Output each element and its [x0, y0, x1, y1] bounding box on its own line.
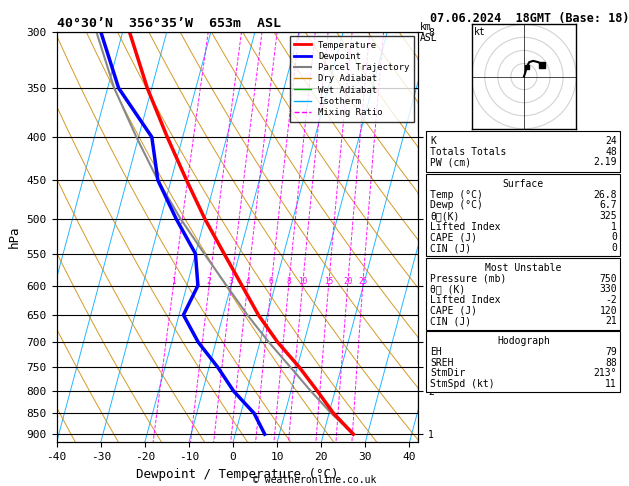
Text: 213°: 213°: [594, 368, 617, 379]
Text: StmSpd (kt): StmSpd (kt): [430, 379, 495, 389]
Text: 0: 0: [611, 243, 617, 253]
Text: 3: 3: [229, 277, 233, 286]
Text: 1: 1: [171, 277, 175, 286]
Text: θᴜ (K): θᴜ (K): [430, 284, 465, 295]
Text: K: K: [430, 136, 436, 146]
Text: Most Unstable: Most Unstable: [485, 263, 562, 273]
Text: StmDir: StmDir: [430, 368, 465, 379]
Text: 6: 6: [269, 277, 274, 286]
Text: 750: 750: [599, 274, 617, 284]
Text: Totals Totals: Totals Totals: [430, 147, 506, 157]
Text: CAPE (J): CAPE (J): [430, 306, 477, 316]
Text: 120: 120: [599, 306, 617, 316]
Text: km
ASL: km ASL: [420, 22, 438, 43]
Text: Temp (°C): Temp (°C): [430, 190, 483, 200]
Text: Pressure (mb): Pressure (mb): [430, 274, 506, 284]
Text: 26.8: 26.8: [594, 190, 617, 200]
Text: SREH: SREH: [430, 358, 454, 368]
Text: 6.7: 6.7: [599, 200, 617, 210]
Text: CIN (J): CIN (J): [430, 243, 471, 253]
Text: Dewp (°C): Dewp (°C): [430, 200, 483, 210]
Text: Surface: Surface: [503, 179, 544, 189]
Text: PW (cm): PW (cm): [430, 157, 471, 168]
Text: 10: 10: [298, 277, 307, 286]
Text: 25: 25: [358, 277, 367, 286]
Text: 15: 15: [324, 277, 333, 286]
Text: kt: kt: [474, 27, 486, 37]
Text: CAPE (J): CAPE (J): [430, 232, 477, 243]
Text: 24: 24: [605, 136, 617, 146]
Text: 2.19: 2.19: [594, 157, 617, 168]
Text: 11: 11: [605, 379, 617, 389]
Text: © weatheronline.co.uk: © weatheronline.co.uk: [253, 474, 376, 485]
Text: 2: 2: [207, 277, 211, 286]
Text: 07.06.2024  18GMT (Base: 18): 07.06.2024 18GMT (Base: 18): [430, 12, 629, 25]
Y-axis label: hPa: hPa: [8, 226, 21, 248]
Text: Hodograph: Hodograph: [497, 336, 550, 347]
Text: EH: EH: [430, 347, 442, 357]
Text: 330: 330: [599, 284, 617, 295]
Text: CIN (J): CIN (J): [430, 316, 471, 327]
Text: 20: 20: [343, 277, 352, 286]
Text: θᴜ(K): θᴜ(K): [430, 211, 460, 221]
X-axis label: Dewpoint / Temperature (°C): Dewpoint / Temperature (°C): [136, 468, 338, 481]
Text: 4: 4: [245, 277, 250, 286]
Text: 8: 8: [286, 277, 291, 286]
Text: 79: 79: [605, 347, 617, 357]
Text: -2: -2: [605, 295, 617, 305]
Text: 0: 0: [611, 232, 617, 243]
Text: 21: 21: [605, 316, 617, 327]
Text: 325: 325: [599, 211, 617, 221]
Text: 1: 1: [611, 222, 617, 232]
Text: 88: 88: [605, 358, 617, 368]
Text: 40°30’N  356°35’W  653m  ASL: 40°30’N 356°35’W 653m ASL: [57, 17, 281, 31]
Legend: Temperature, Dewpoint, Parcel Trajectory, Dry Adiabat, Wet Adiabat, Isotherm, Mi: Temperature, Dewpoint, Parcel Trajectory…: [290, 36, 414, 122]
Text: Lifted Index: Lifted Index: [430, 295, 501, 305]
Text: 48: 48: [605, 147, 617, 157]
Text: Lifted Index: Lifted Index: [430, 222, 501, 232]
